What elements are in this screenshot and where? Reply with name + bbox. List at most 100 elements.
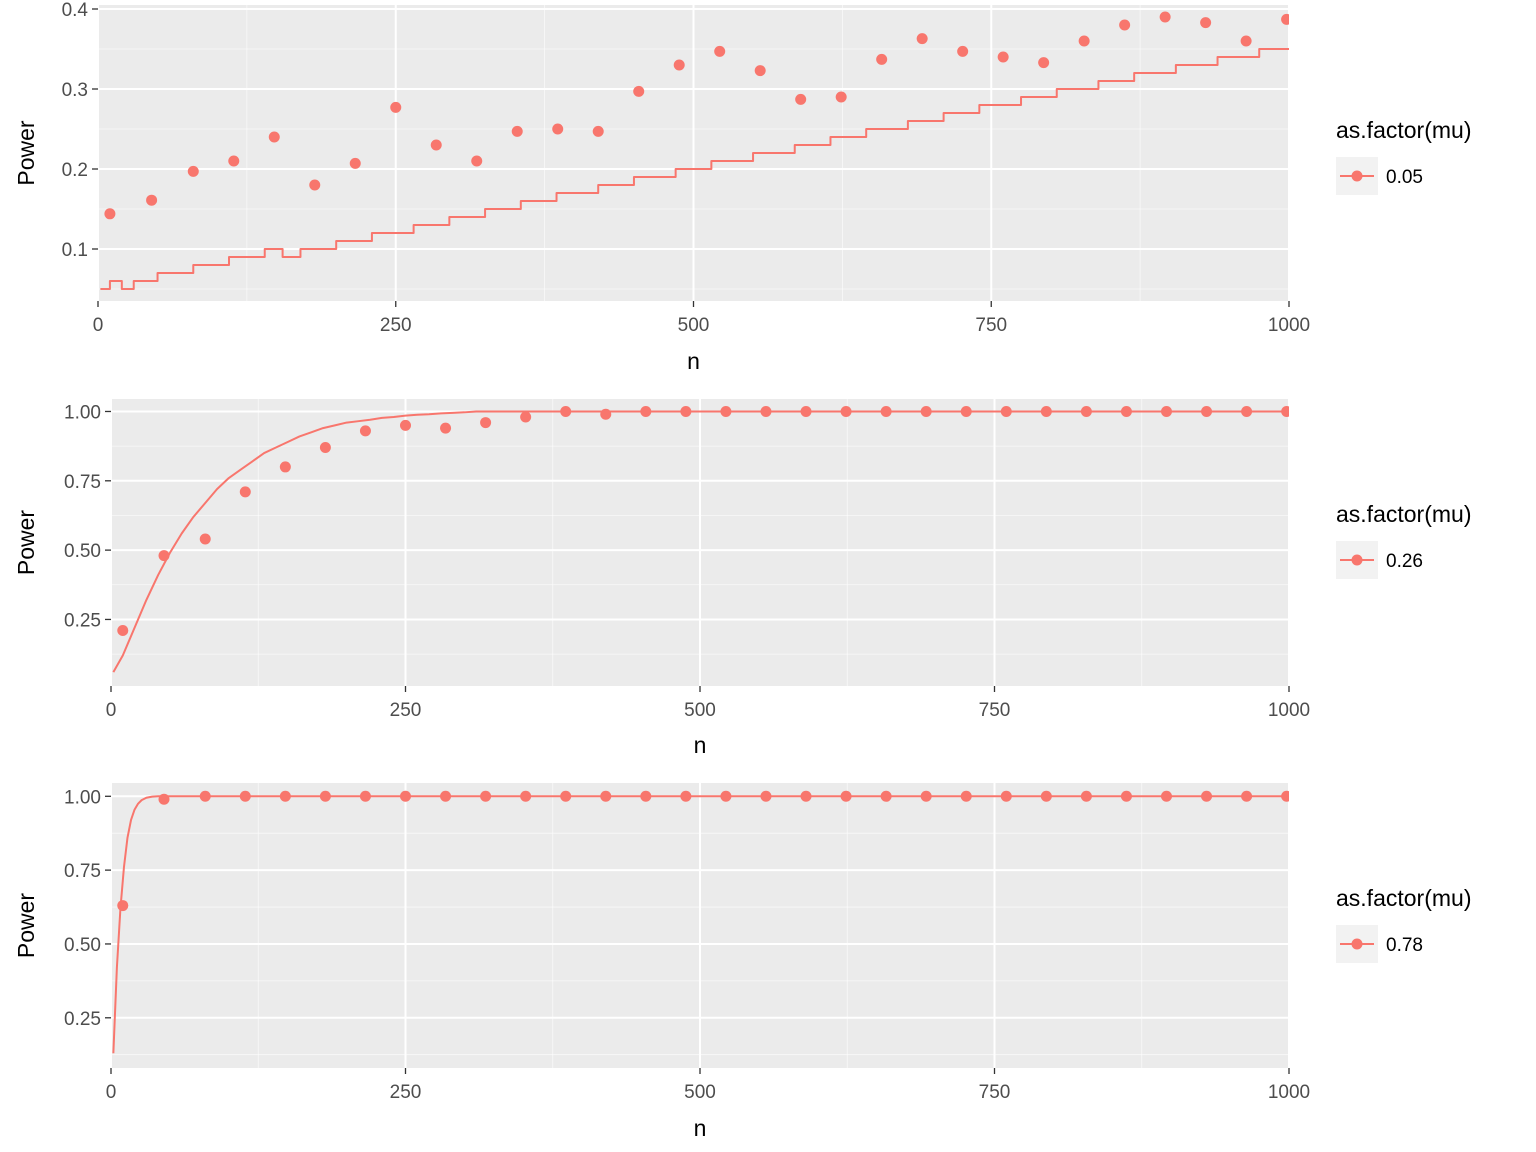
- data-point: [835, 91, 847, 103]
- data-point: [800, 790, 812, 802]
- data-point: [960, 405, 972, 417]
- data-point: [1080, 405, 1092, 417]
- data-point: [720, 790, 732, 802]
- data-point: [268, 131, 280, 143]
- legend: as.factor(mu) 0.05: [1336, 117, 1471, 195]
- data-point: [920, 405, 932, 417]
- data-point: [1120, 405, 1132, 417]
- data-point: [1281, 405, 1289, 417]
- data-point: [199, 790, 211, 802]
- legend: as.factor(mu) 0.78: [1336, 885, 1471, 963]
- data-point: [876, 53, 888, 65]
- data-point: [600, 790, 612, 802]
- data-point: [1040, 405, 1052, 417]
- x-axis-title: n: [694, 732, 707, 758]
- x-tick-label: 250: [390, 1082, 422, 1103]
- plot-area: [112, 790, 1289, 1054]
- y-tick-label: 0.50: [64, 935, 101, 956]
- y-axis-title: Power: [13, 120, 39, 186]
- data-point: [1200, 17, 1212, 29]
- y-axis-title: Power: [13, 893, 39, 959]
- data-point: [640, 790, 652, 802]
- data-point: [754, 65, 766, 77]
- x-tick-label: 1000: [1268, 700, 1310, 721]
- data-point: [1000, 405, 1012, 417]
- data-point: [633, 85, 645, 97]
- data-point: [880, 405, 892, 417]
- data-point: [760, 405, 772, 417]
- legend-key-point: [1351, 170, 1363, 182]
- data-point: [319, 790, 331, 802]
- legend-title: as.factor(mu): [1336, 885, 1471, 911]
- x-tick-label: 250: [380, 315, 412, 336]
- data-point: [916, 33, 928, 45]
- data-point: [440, 422, 452, 434]
- data-point: [1119, 19, 1131, 31]
- data-point: [552, 123, 564, 135]
- data-point: [480, 417, 492, 429]
- data-point: [158, 793, 170, 805]
- data-point: [560, 790, 572, 802]
- data-point: [640, 405, 652, 417]
- y-tick-label: 0.2: [62, 160, 88, 181]
- data-point: [1159, 11, 1171, 23]
- data-point: [720, 405, 732, 417]
- data-point: [1120, 790, 1132, 802]
- series-line: [112, 410, 1289, 673]
- legend-entry-label: 0.05: [1386, 167, 1423, 188]
- data-point: [104, 208, 116, 220]
- data-point: [1078, 35, 1090, 47]
- data-point: [187, 165, 199, 177]
- data-point: [592, 125, 604, 137]
- y-tick-label: 0.75: [64, 472, 101, 493]
- x-tick-label: 500: [684, 1082, 716, 1103]
- data-point: [279, 790, 291, 802]
- data-point: [146, 194, 158, 206]
- data-point: [1038, 57, 1050, 69]
- data-point: [309, 179, 321, 191]
- y-tick-label: 0.50: [64, 541, 101, 562]
- data-point: [390, 101, 402, 113]
- data-point: [673, 59, 685, 71]
- data-point: [1080, 790, 1092, 802]
- data-point: [840, 790, 852, 802]
- legend-key-point: [1351, 938, 1363, 950]
- chart-panel-3: 0 250 500 750 1000 0.25 0.50 0.75 1.00 n Power as.f…: [13, 783, 1471, 1141]
- data-point: [359, 425, 371, 437]
- data-point: [1240, 35, 1252, 47]
- legend: as.factor(mu) 0.26: [1336, 501, 1471, 579]
- data-point: [239, 486, 251, 498]
- y-tick-label: 1.00: [64, 787, 101, 808]
- data-point: [117, 625, 129, 637]
- x-tick-label: 750: [975, 315, 1007, 336]
- data-point: [1160, 405, 1172, 417]
- plot-area: [112, 405, 1289, 673]
- data-point: [960, 790, 972, 802]
- data-point: [117, 900, 129, 912]
- x-tick-label: 0: [93, 315, 104, 336]
- data-point: [880, 790, 892, 802]
- x-tick-label: 750: [979, 700, 1011, 721]
- y-axis-title: Power: [13, 510, 39, 576]
- y-tick-label: 0.25: [64, 610, 101, 631]
- legend-key-point: [1351, 554, 1363, 566]
- x-tick-label: 500: [684, 700, 716, 721]
- data-point: [199, 533, 211, 545]
- x-tick-label: 750: [979, 1082, 1011, 1103]
- data-point: [997, 51, 1009, 63]
- x-axis-title: n: [687, 348, 700, 374]
- data-point: [400, 790, 411, 802]
- data-point: [239, 790, 251, 802]
- y-tick-label: 0.75: [64, 861, 101, 882]
- x-tick-label: 500: [678, 315, 710, 336]
- data-point: [440, 790, 452, 802]
- data-point: [1281, 790, 1289, 802]
- y-tick-label: 1.00: [64, 402, 101, 423]
- plot-area: [100, 11, 1289, 290]
- y-tick-label: 0.4: [62, 0, 89, 21]
- y-tick-label: 0.1: [62, 240, 88, 261]
- data-point: [1040, 790, 1052, 802]
- series-line: [100, 48, 1289, 290]
- data-point: [795, 93, 807, 105]
- data-point: [520, 790, 532, 802]
